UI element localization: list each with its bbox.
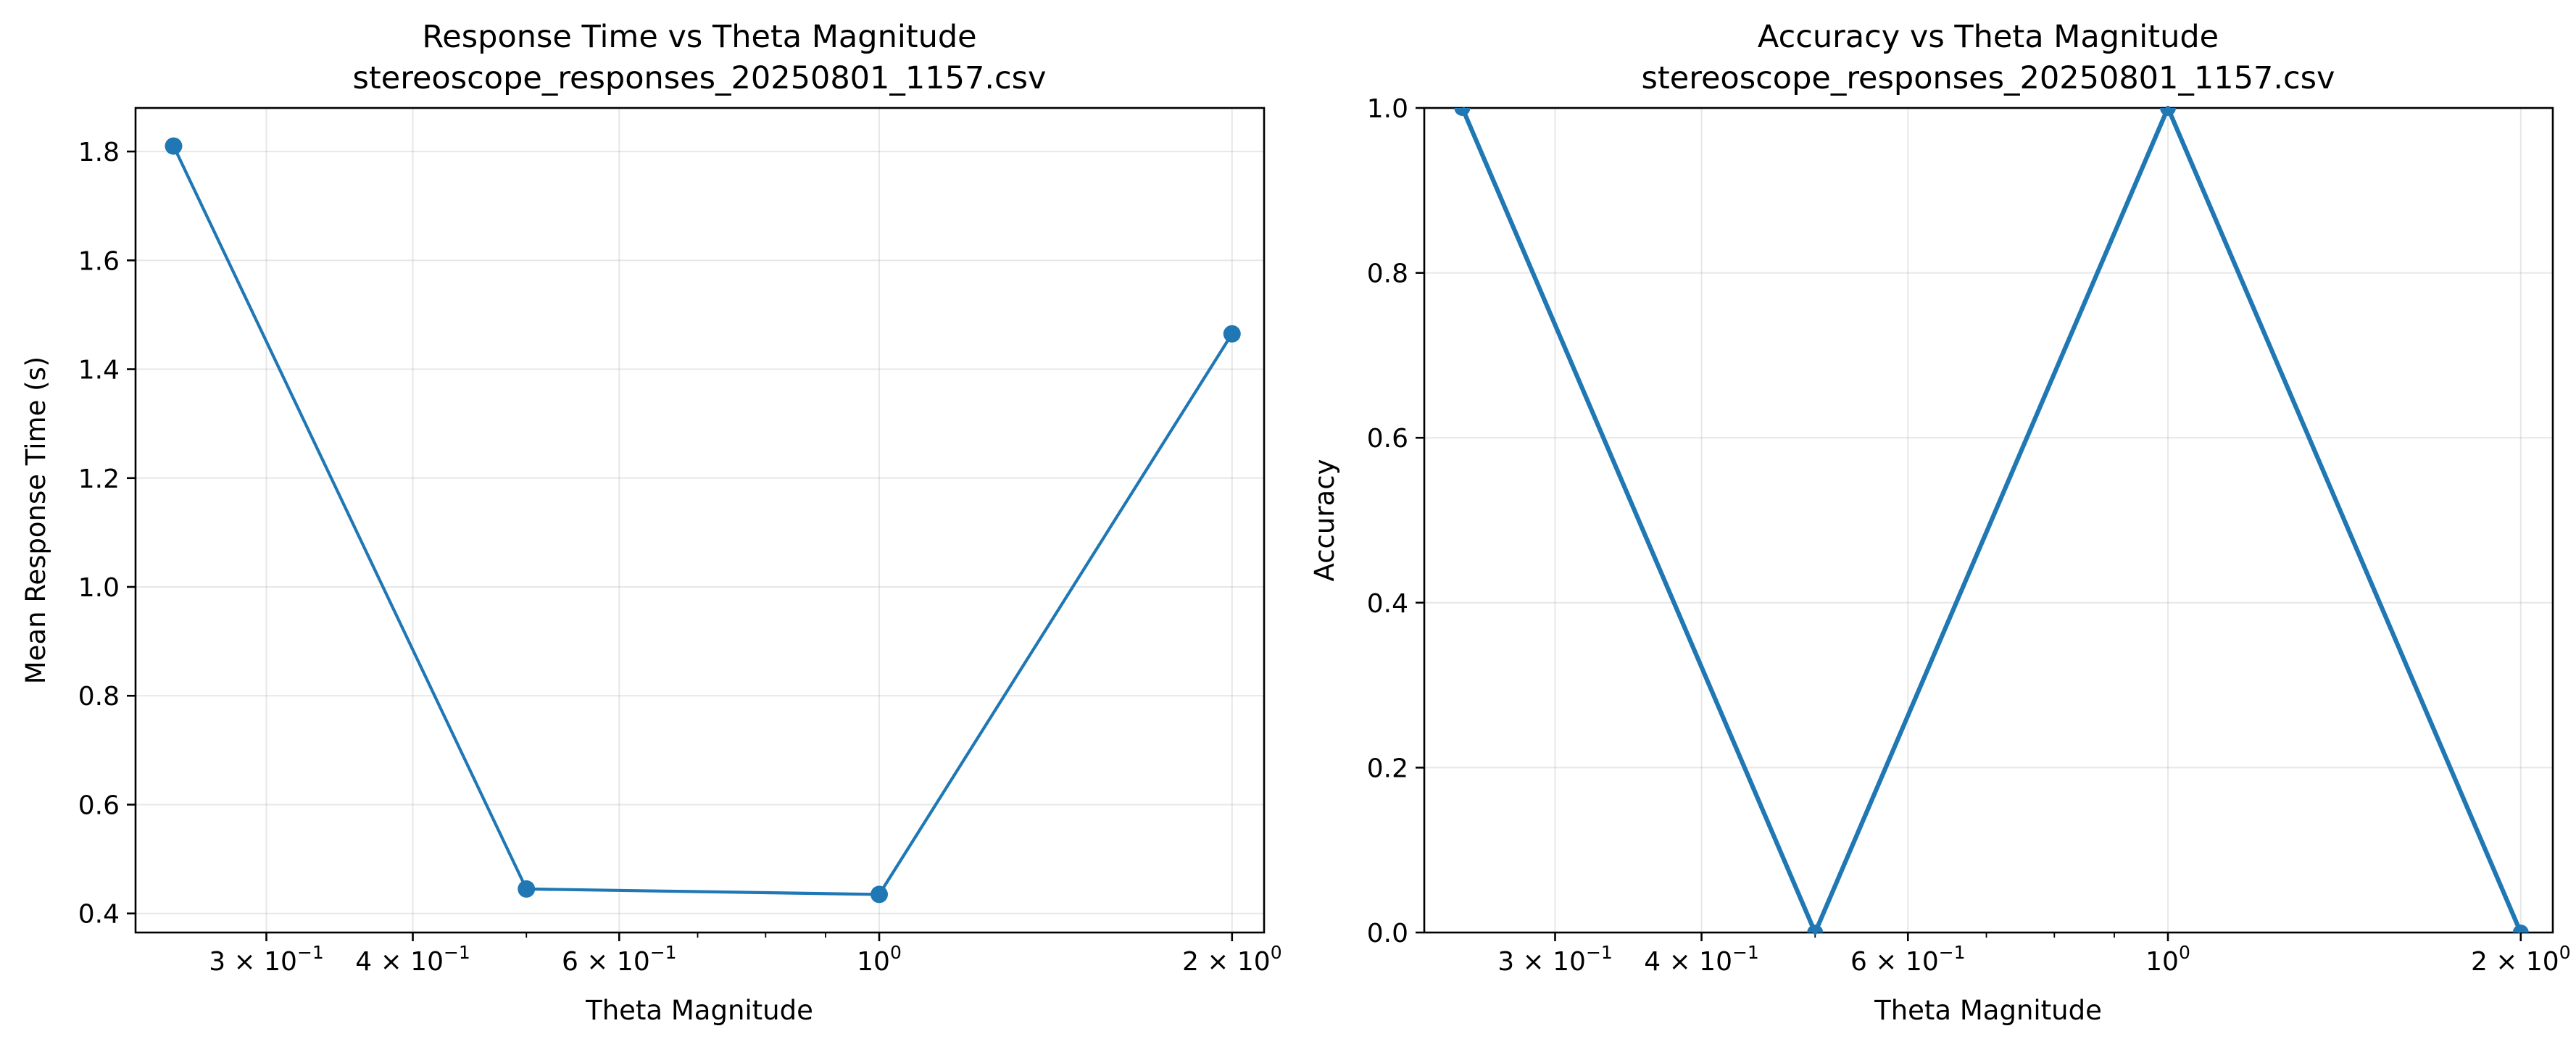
x-tick-base: 6 × 10 [1850, 947, 1939, 977]
x-tick-exponent: −1 [297, 942, 324, 963]
response-time-chart: Response Time vs Theta Magnitude stereos… [20, 19, 1282, 1026]
data-point [1807, 925, 1824, 933]
plot-frame [1423, 107, 2554, 934]
data-point [2160, 108, 2177, 116]
x-axis-ticks: 3 × 10−1 4 × 10−1 6 × 10−1 100 2 × 100 [209, 933, 1282, 977]
y-tick-label: 0.4 [1367, 589, 1408, 619]
x-tick-label: 3 × 10−1 [1497, 942, 1613, 977]
x-axis-label: Theta Magnitude [1874, 995, 2102, 1026]
x-tick-label: 4 × 10−1 [355, 942, 470, 977]
x-tick-label: 2 × 100 [2471, 942, 2571, 977]
x-tick-exponent: 0 [2559, 942, 2571, 963]
series-line [1460, 105, 2523, 935]
data-point [1454, 108, 1471, 116]
x-tick-exponent: 0 [2179, 942, 2190, 963]
x-tick-exponent: 0 [890, 942, 902, 963]
data-point [871, 885, 889, 904]
y-tick-label: 1.8 [78, 138, 120, 167]
series-line [172, 145, 1234, 896]
x-tick-label: 3 × 10−1 [209, 942, 324, 977]
y-tick-label: 0.6 [1367, 424, 1408, 454]
data-point [165, 137, 183, 155]
x-tick-exponent: −1 [650, 942, 677, 963]
x-axis-ticks: 3 × 10−1 4 × 10−1 6 × 10−1 100 2 × 100 [1497, 933, 2571, 977]
x-tick-base: 10 [857, 947, 890, 977]
y-tick-label: 1.0 [1367, 94, 1408, 124]
x-tick-label: 100 [2145, 942, 2190, 977]
y-tick-label: 0.8 [78, 682, 120, 712]
y-tick-label: 1.6 [78, 246, 120, 276]
accuracy-chart: Accuracy vs Theta Magnitude stereoscope_… [1309, 19, 2571, 1026]
y-tick-label: 1.2 [78, 464, 120, 494]
grid [1424, 107, 2553, 933]
x-tick-base: 10 [2145, 947, 2179, 977]
grid [136, 108, 1264, 933]
x-tick-base: 3 × 10 [209, 947, 297, 977]
series [1454, 105, 2529, 935]
x-tick-exponent: −1 [1939, 942, 1966, 963]
x-tick-exponent: −1 [1732, 942, 1759, 963]
x-tick-label: 6 × 10−1 [1850, 942, 1966, 977]
y-tick-label: 0.6 [78, 791, 120, 820]
chart-subtitle: stereoscope_responses_20250801_1157.csv [1642, 60, 2335, 96]
x-axis-label: Theta Magnitude [585, 995, 813, 1026]
x-tick-label: 4 × 10−1 [1644, 942, 1759, 977]
y-axis-ticks: 0.4 0.6 0.8 1.0 1.2 1.4 1.6 1.8 [78, 138, 136, 930]
x-tick-base: 2 × 10 [1182, 947, 1271, 977]
y-tick-label: 0.4 [78, 900, 120, 930]
y-tick-label: 0.2 [1367, 754, 1408, 783]
y-axis-label: Accuracy [1309, 459, 1340, 582]
plot-frame [134, 107, 1266, 934]
x-tick-exponent: 0 [1271, 942, 1282, 963]
x-tick-base: 2 × 10 [2471, 947, 2559, 977]
x-tick-base: 4 × 10 [355, 947, 444, 977]
data-point [1223, 325, 1241, 343]
y-tick-label: 1.0 [78, 573, 120, 603]
chart-title: Response Time vs Theta Magnitude [422, 19, 976, 55]
series [165, 137, 1241, 904]
x-tick-label: 6 × 10−1 [562, 942, 677, 977]
data-point [518, 880, 536, 898]
x-tick-exponent: −1 [1586, 942, 1613, 963]
y-tick-label: 1.4 [78, 356, 120, 385]
x-tick-base: 3 × 10 [1497, 947, 1586, 977]
x-tick-base: 6 × 10 [562, 947, 650, 977]
chart-subtitle: stereoscope_responses_20250801_1157.csv [353, 60, 1047, 96]
y-axis-ticks: 0.0 0.2 0.4 0.6 0.8 1.0 [1367, 94, 1424, 948]
x-tick-exponent: −1 [444, 942, 470, 963]
x-tick-base: 4 × 10 [1644, 947, 1732, 977]
y-tick-label: 0.8 [1367, 259, 1408, 289]
x-tick-label: 2 × 100 [1182, 942, 1282, 977]
y-axis-label: Mean Response Time (s) [20, 356, 51, 685]
x-tick-label: 100 [857, 942, 902, 977]
chart-title: Accuracy vs Theta Magnitude [1758, 19, 2219, 55]
y-tick-label: 0.0 [1367, 919, 1408, 948]
data-point [2512, 925, 2529, 933]
